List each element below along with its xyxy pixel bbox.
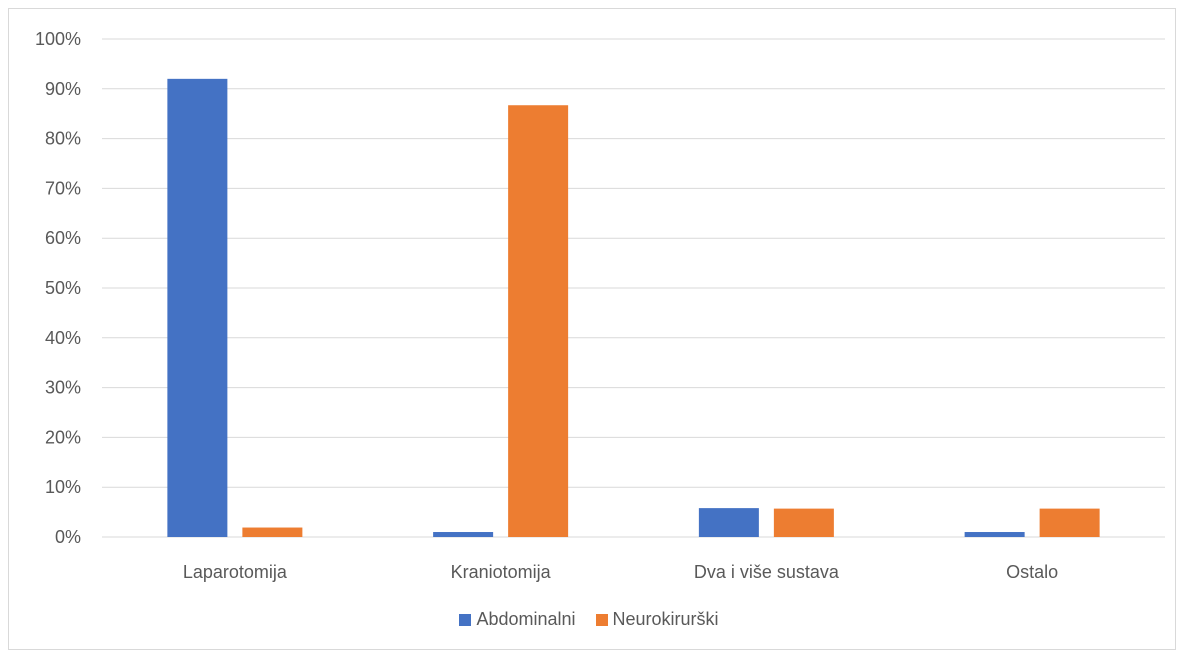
bar-neurokirurški-1 [508,105,569,537]
bar-abdominalni-2 [698,508,759,537]
y-tick-label: 0% [55,527,81,547]
bars [167,78,1100,537]
y-tick-label: 50% [45,278,81,298]
y-tick-label: 100% [35,29,81,49]
x-category-label: Laparotomija [183,562,288,582]
bar-neurokirurški-0 [242,527,303,537]
legend: Abdominalni Neurokirurški [0,609,1178,630]
x-category-label: Kraniotomija [451,562,552,582]
x-axis-labels: Laparotomija Kraniotomija Dva i više susta… [183,562,1058,582]
bar-neurokirurški-2 [773,508,834,537]
legend-item: Neurokirurški [595,609,719,630]
y-axis-ticks: 0% 10% 20% 30% 40% 50% 60% 70% 80% 90% 100% [35,29,81,547]
legend-swatch [595,613,608,626]
y-tick-label: 60% [45,228,81,248]
legend-item: Abdominalni [459,609,576,630]
legend-label: Neurokirurški [612,609,719,629]
legend-label: Abdominalni [476,609,576,629]
gridlines [102,38,1165,538]
x-category-label: Ostalo [1006,562,1058,582]
y-tick-label: 30% [45,378,81,398]
y-tick-label: 40% [45,328,81,348]
x-category-label: Dva i više sustava [694,562,840,582]
y-tick-label: 80% [45,129,81,149]
y-tick-label: 20% [45,427,81,447]
y-tick-label: 90% [45,79,81,99]
y-tick-label: 70% [45,178,81,198]
bar-abdominalni-1 [433,532,494,537]
bar-abdominalni-0 [167,78,228,537]
bar-neurokirurški-3 [1039,508,1100,537]
legend-swatch [459,613,472,626]
y-tick-label: 10% [45,477,81,497]
bar-abdominalni-3 [964,532,1025,537]
